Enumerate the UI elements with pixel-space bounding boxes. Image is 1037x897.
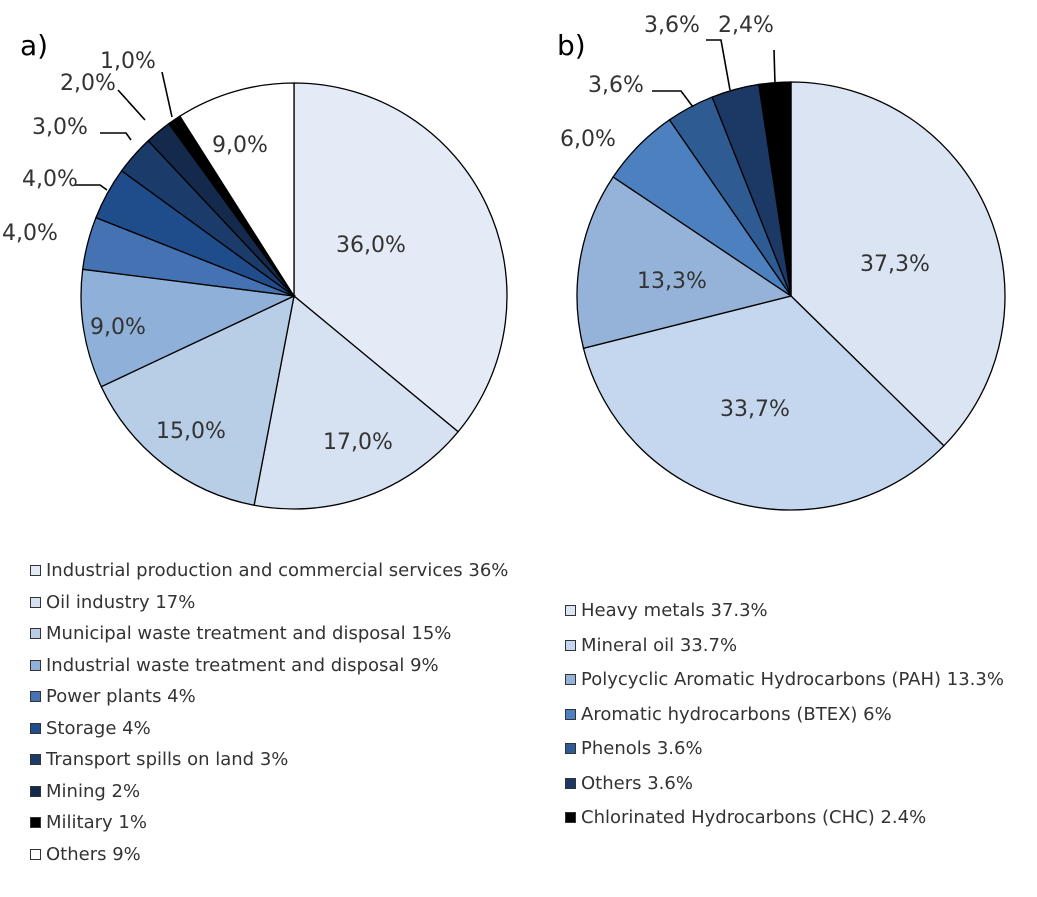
legend-label: Aromatic hydrocarbons (BTEX) 6%	[581, 703, 892, 725]
pie-b-data-label-3: 6,0%	[560, 127, 616, 152]
legend-label: Polycyclic Aromatic Hydrocarbons (PAH) 1…	[581, 669, 1004, 690]
pie-a-data-label-6: 3,0%	[32, 115, 88, 140]
legend-a-item-1: Oil industry 17%	[30, 592, 195, 613]
pie-a-slice-0	[293, 82, 508, 433]
legend-swatch	[565, 605, 576, 616]
pie-a-leader-7	[117, 89, 146, 121]
pie-a-slice-1	[253, 294, 460, 510]
pie-b-data-label-4: 3,6%	[588, 73, 644, 98]
legend-swatch	[30, 596, 41, 608]
legend-swatch	[30, 691, 41, 702]
legend-a-item-5: Storage 4%	[30, 718, 151, 739]
pie-b-data-label-6: 2,4%	[718, 13, 774, 38]
legend-label: Mineral oil 33.7%	[581, 634, 738, 656]
legend-a-item-4: Power plants 4%	[30, 686, 196, 707]
legend-label: Phenols 3.6%	[581, 738, 703, 759]
legend-b-item-6: Chlorinated Hydrocarbons (CHC) 2.4%	[565, 807, 926, 828]
pie-a-data-label-7: 2,0%	[60, 71, 116, 96]
pie-a-data-label-1: 17,0%	[323, 430, 393, 455]
pie-chart-a: 36,0% 17,0% 15,0% 9,0% 4,0% 4,0% 3,0% 2,0%1,0% 9…	[2, 29, 508, 510]
legend-b-item-5: Others 3.6%	[565, 773, 693, 794]
pie-b-leader-5	[706, 39, 731, 91]
legend-swatch	[565, 708, 576, 720]
pie-chart-b: 37,3% 33,7% 13,3% 6,0% 3,6% 3,6% 2,4% b)	[557, 13, 1006, 511]
legend-swatch	[565, 777, 576, 789]
legend-swatch	[30, 817, 41, 828]
legend-label: Others 9%	[46, 843, 141, 865]
legend-a-item-3: Industrial waste treatment and disposal …	[30, 655, 439, 676]
legend-swatch	[565, 674, 576, 685]
legend-a-item-0: Industrial production and commercial ser…	[30, 560, 508, 581]
legend-swatch	[30, 785, 41, 797]
legend-swatch	[565, 639, 576, 651]
panel-label-b: b)	[557, 29, 586, 62]
pie-a-leader-6	[100, 132, 132, 141]
pie-a-slice-3	[80, 268, 297, 388]
pie-b-data-label-2: 13,3%	[637, 269, 707, 294]
legend-swatch	[30, 628, 41, 639]
legend-a-item-2: Municipal waste treatment and disposal 1…	[30, 623, 451, 644]
pie-a-leader-5	[74, 184, 108, 191]
legend-label: Industrial production and commercial ser…	[46, 560, 509, 581]
pie-a-data-label-8: 1,0%	[100, 49, 156, 74]
legend-a-item-7: Mining 2%	[30, 781, 140, 802]
legend-b-item-1: Mineral oil 33.7%	[565, 635, 737, 656]
legend-label: Industrial waste treatment and disposal …	[46, 654, 439, 676]
pie-b-data-label-1: 33,7%	[720, 397, 790, 422]
pie-a-leader-8	[161, 71, 173, 118]
legend-label: Heavy metals 37.3%	[581, 600, 768, 621]
legend-label: Oil industry 17%	[46, 591, 196, 613]
panel-label-a: a)	[20, 29, 48, 62]
pie-b-data-label-0: 37,3%	[860, 252, 930, 277]
pie-a-data-label-4: 4,0%	[2, 221, 58, 246]
legend-a-item-9: Others 9%	[30, 844, 141, 865]
pie-b-slice-1	[582, 295, 945, 511]
legend-label: Storage 4%	[46, 717, 151, 739]
pie-a-slice-9	[178, 82, 295, 299]
legend-b-item-0: Heavy metals 37.3%	[565, 600, 768, 621]
legend-b-item-4: Phenols 3.6%	[565, 738, 703, 759]
pie-a-slice-2	[100, 294, 295, 506]
pie-a-data-label-0: 36,0%	[336, 233, 406, 258]
legend-label: Others 3.6%	[581, 772, 693, 794]
legend-swatch	[30, 659, 41, 671]
pie-a-data-label-9: 9,0%	[212, 133, 268, 158]
legend-a-item-8: Military 1%	[30, 812, 147, 833]
legend-swatch	[30, 722, 41, 734]
legend-label: Municipal waste treatment and disposal 1…	[46, 623, 452, 644]
legend-label: Chlorinated Hydrocarbons (CHC) 2.4%	[581, 807, 927, 828]
pie-a-data-label-3: 9,0%	[90, 315, 146, 340]
pie-b-leader-4	[652, 90, 694, 108]
legend-label: Power plants 4%	[46, 686, 196, 707]
legend-swatch	[30, 848, 41, 860]
legend-a-item-6: Transport spills on land 3%	[30, 749, 288, 770]
legend-swatch	[30, 565, 41, 576]
legend-swatch	[565, 812, 576, 823]
pie-b-slice-2	[576, 176, 793, 350]
legend-label: Mining 2%	[46, 780, 141, 802]
legend-swatch	[565, 743, 576, 754]
pie-a-data-label-5: 4,0%	[22, 167, 78, 192]
pie-a-data-label-2: 15,0%	[156, 419, 226, 444]
legend-swatch	[30, 754, 41, 765]
legend-label: Transport spills on land 3%	[46, 749, 289, 770]
pie-b-slice-0	[790, 81, 1006, 447]
legend-b-item-3: Aromatic hydrocarbons (BTEX) 6%	[565, 704, 892, 725]
legend-label: Military 1%	[46, 812, 147, 833]
pie-b-leader-6	[773, 49, 776, 85]
legend-b-item-2: Polycyclic Aromatic Hydrocarbons (PAH) 1…	[565, 669, 1004, 690]
pie-b-data-label-5: 3,6%	[644, 13, 700, 38]
